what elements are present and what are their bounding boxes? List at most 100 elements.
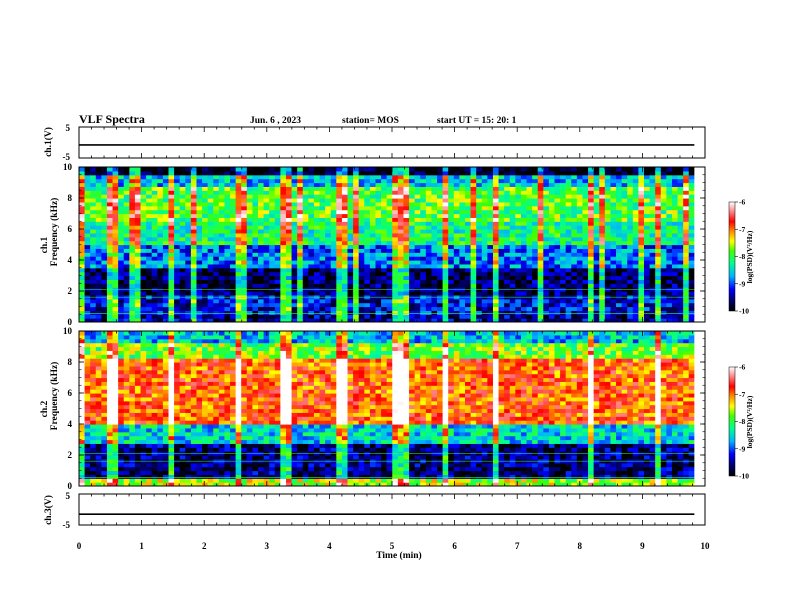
spectrogram-cell [492, 167, 500, 172]
spectrogram-cell [409, 186, 416, 191]
spectrogram-cell [476, 306, 483, 311]
spectrogram-cell [79, 283, 86, 288]
spectrogram-cell [616, 263, 623, 269]
spectrogram-cell [162, 170, 170, 176]
spectrogram-cell [246, 271, 254, 277]
spectrogram-cell [627, 213, 634, 218]
spectrogram-cell [341, 279, 349, 284]
spectrogram-cell [269, 314, 276, 319]
spectrogram-cell [554, 302, 561, 308]
spectrogram-cell [118, 314, 125, 319]
spectrogram-cell [224, 248, 231, 253]
spectrogram-cell [246, 225, 254, 230]
spectrogram-cell [392, 256, 399, 261]
spectrogram-cell [347, 170, 354, 176]
spectrogram-cell [465, 314, 472, 319]
spectrogram-cell [548, 318, 556, 322]
spectrogram-cell [487, 298, 494, 304]
spectrogram-cell [677, 256, 684, 261]
spectrogram-cell [241, 232, 248, 238]
spectrogram-cell [582, 205, 589, 211]
spectrogram-cell [157, 217, 164, 222]
spectrogram-cell [492, 271, 500, 277]
spectrogram-cell [671, 275, 679, 280]
spectrogram-cell [414, 217, 421, 222]
spectrogram-cell [151, 186, 158, 191]
spectrogram-cell [437, 209, 444, 215]
spectrogram-cell [291, 302, 298, 308]
spectrogram-cell [548, 167, 556, 172]
spectrogram-cell [95, 201, 102, 207]
spectrogram-cell [106, 244, 114, 249]
spectrogram-cell [688, 167, 695, 172]
spectrogram-cell [101, 439, 108, 444]
spectrogram-cell [414, 232, 421, 238]
spectrogram-cell [593, 298, 600, 304]
spectrogram-cell [269, 178, 276, 184]
spectrogram-cell [375, 232, 382, 238]
spectrogram-cell [218, 213, 226, 218]
spectrogram-cell [403, 201, 410, 207]
spectrogram-cell [453, 283, 460, 288]
spectrogram-cell [358, 291, 365, 296]
spectrogram-cell [269, 225, 276, 230]
spectrogram-cell [504, 267, 511, 273]
spectrogram-cell [129, 291, 136, 296]
spectrogram-cell [341, 232, 349, 238]
spectrogram-cell [90, 182, 97, 187]
spectrogram-cell [403, 310, 410, 315]
spectrogram-cell [655, 209, 662, 215]
spectrogram-cell [185, 240, 192, 246]
spectrogram-cell [285, 178, 293, 184]
spectrogram-cell [409, 260, 416, 265]
spectrogram-cell [207, 225, 214, 230]
spectrogram-cell [688, 201, 695, 207]
spectrogram-cell [269, 236, 276, 242]
spectrogram-cell [616, 283, 623, 288]
spectrogram-cell [666, 240, 673, 246]
spectrogram-cell [101, 435, 108, 441]
spectrogram-cell [403, 236, 410, 242]
spectrogram-cell [671, 310, 679, 315]
spectrogram-cell [459, 198, 466, 203]
spectrogram-cell [241, 302, 248, 308]
spectrogram-cell [425, 217, 433, 222]
spectrogram-cell [548, 178, 556, 184]
spectrogram-cell [599, 306, 606, 311]
spectrogram-cell [84, 447, 91, 452]
spectrogram-cell [157, 190, 164, 195]
spectrogram-cell [397, 271, 405, 277]
spectrogram-cell [627, 244, 634, 249]
spectrogram-cell [157, 221, 164, 226]
spectrogram-cell [655, 248, 662, 253]
spectrogram-cell [431, 275, 438, 280]
spectrogram-cell [442, 198, 449, 203]
spectrogram-cell [112, 416, 119, 421]
spectrogram-cell [269, 194, 276, 199]
spectrogram-cell [134, 221, 142, 226]
spectrogram-cell [308, 174, 315, 180]
spectrogram-cell [677, 190, 684, 195]
spectrogram-cell [576, 248, 584, 253]
spectrogram-cell [375, 236, 382, 242]
spectrogram-cell [487, 190, 494, 195]
spectrogram-cell [582, 279, 589, 284]
spectrogram-cell [548, 244, 556, 249]
spectrogram-cell [162, 198, 170, 203]
spectrogram-cell [106, 201, 114, 207]
spectrogram-cell [123, 275, 130, 280]
spectrogram-cell [632, 225, 640, 230]
spectrogram-cell [168, 271, 175, 277]
spectrogram-cell [554, 178, 561, 184]
spectrogram-cell [459, 217, 466, 222]
spectrogram-cell [241, 256, 248, 261]
spectrogram-cell [487, 302, 494, 308]
spectrogram-cell [576, 283, 584, 288]
spectrogram-cell [280, 221, 287, 226]
spectrogram-cell [112, 244, 119, 249]
spectrogram-cell [448, 283, 455, 288]
spectrogram-cell [364, 232, 371, 238]
spectrogram-cell [146, 252, 153, 257]
spectrogram-cell [274, 225, 281, 230]
spectrogram-cell [90, 369, 97, 375]
